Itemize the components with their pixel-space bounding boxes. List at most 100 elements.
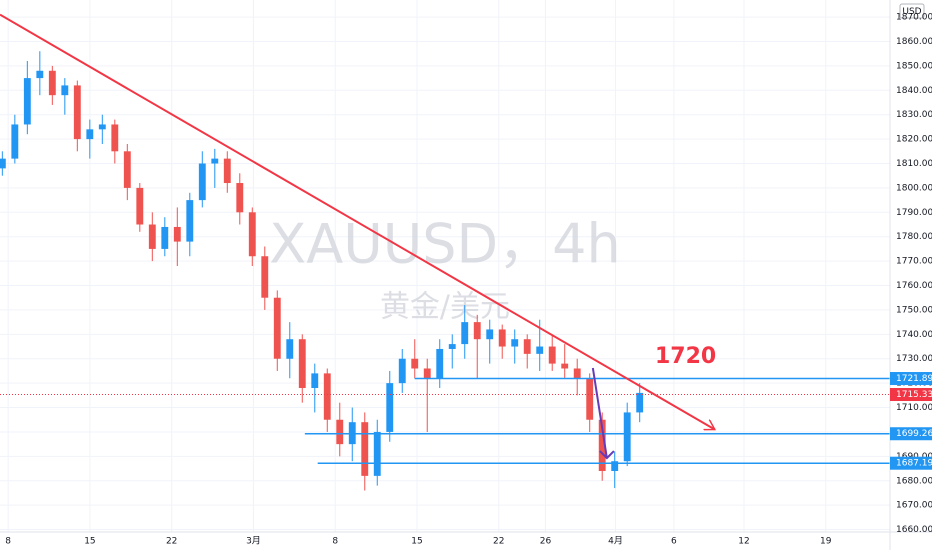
candle-body: [48, 70, 56, 96]
candle-body: [486, 329, 494, 340]
candle-body: [411, 358, 419, 369]
candle-body: [523, 339, 531, 354]
x-tick-label: 22: [493, 537, 504, 547]
y-tick-label: 1830.000: [896, 110, 932, 120]
level-label: 1721.892: [896, 374, 932, 384]
x-tick-label: 4月: [608, 536, 623, 547]
level-label-box: [890, 427, 932, 441]
last-price-label: 1715.338: [896, 390, 932, 400]
y-tick-label: 1670.000: [896, 501, 932, 511]
candle-body: [536, 346, 544, 354]
currency: USD: [902, 7, 921, 17]
x-tick-label: 8: [5, 537, 11, 547]
y-tick-label: 1660.000: [896, 525, 932, 535]
plot: [0, 13, 890, 491]
y-tick-label: 1710.000: [896, 403, 932, 413]
y-tick-label: 1740.000: [896, 330, 932, 340]
x-tick-label: 12: [738, 537, 749, 547]
y-tick-label: 1870.000: [896, 13, 932, 23]
candle-body: [223, 158, 231, 184]
candle-body: [323, 373, 331, 420]
y-tick-label: 1820.000: [896, 135, 932, 145]
candle-body: [273, 297, 281, 359]
candle-body: [111, 124, 119, 152]
candle-body: [286, 339, 294, 359]
y-tick-label: 1840.000: [896, 86, 932, 96]
drop-arrowhead: [599, 450, 615, 460]
candle-body: [361, 422, 369, 476]
grid: [0, 0, 890, 532]
candle-body: [448, 344, 456, 349]
x-tick-label: 3月: [246, 536, 261, 547]
watermark-title: XAUUSD，4h: [269, 213, 620, 276]
y-tick-label: 1860.000: [896, 37, 932, 47]
price-axis: 1660.0001670.0001680.0001690.0001700.000…: [5, 13, 932, 547]
y-tick-label: 1760.000: [896, 281, 932, 291]
candle-body: [548, 346, 556, 364]
x-tick-label: 8: [332, 537, 338, 547]
candle-body: [398, 358, 406, 384]
candle-body: [161, 226, 169, 249]
level-label: 1687.192: [896, 459, 932, 469]
level-label-box: [890, 456, 932, 470]
candle-body: [73, 85, 81, 140]
candle-body: [248, 212, 256, 257]
watermark-subtitle: 黄金/美元: [380, 290, 510, 325]
candle-body: [173, 226, 181, 242]
level-label-box: [890, 372, 932, 386]
candle-body: [198, 163, 206, 201]
candle-body: [148, 224, 156, 249]
y-tick-label: 1790.000: [896, 208, 932, 218]
y-tick-label: 1850.000: [896, 61, 932, 71]
x-tick-label: 15: [411, 537, 422, 547]
candle-body: [586, 378, 594, 420]
y-tick-label: 1750.000: [896, 305, 932, 315]
candle-body: [98, 124, 106, 130]
level-label: 1699.263: [896, 429, 932, 439]
x-tick-label: 15: [84, 537, 95, 547]
candle-body: [136, 187, 144, 225]
candle-body: [311, 373, 319, 389]
candle-body: [336, 419, 344, 445]
candle-body: [511, 339, 519, 347]
candle-body: [261, 256, 269, 298]
x-tick-label: 19: [820, 537, 832, 547]
x-tick-label: 26: [540, 537, 552, 547]
candle-body: [0, 158, 6, 169]
candle-body: [386, 383, 394, 432]
candle-body: [623, 412, 631, 462]
candle-body: [23, 78, 31, 125]
candle-body: [61, 85, 69, 96]
candle-body: [11, 124, 19, 159]
candle-body: [123, 151, 131, 188]
y-tick-label: 1780.000: [896, 232, 932, 242]
candle-body: [498, 329, 506, 347]
drop-arrow: [591, 367, 608, 459]
candle-body: [211, 158, 219, 164]
candle-body: [186, 200, 194, 242]
candle-body: [423, 368, 431, 379]
candle-body: [598, 419, 606, 471]
currency-box: [899, 3, 925, 19]
y-tick-label: 1770.000: [896, 257, 932, 267]
y-tick-label: 1810.000: [896, 159, 932, 169]
candle-body: [86, 129, 94, 140]
y-tick-label: 1730.000: [896, 354, 932, 364]
candle-body: [573, 368, 581, 379]
y-tick-label: 1680.000: [896, 476, 932, 486]
x-tick-label: 22: [166, 537, 177, 547]
last-price-box: [890, 388, 932, 402]
annotation: 1720: [655, 344, 716, 369]
candle-body: [436, 348, 444, 379]
candle-body: [298, 339, 306, 389]
candle-body: [611, 461, 619, 471]
candle-body: [461, 322, 469, 345]
candle-body: [236, 183, 244, 213]
candle-body: [636, 392, 644, 413]
x-tick-label: 6: [671, 537, 677, 547]
y-tick-label: 1800.000: [896, 183, 932, 193]
trendline: [0, 13, 715, 430]
candle-body: [473, 322, 481, 340]
